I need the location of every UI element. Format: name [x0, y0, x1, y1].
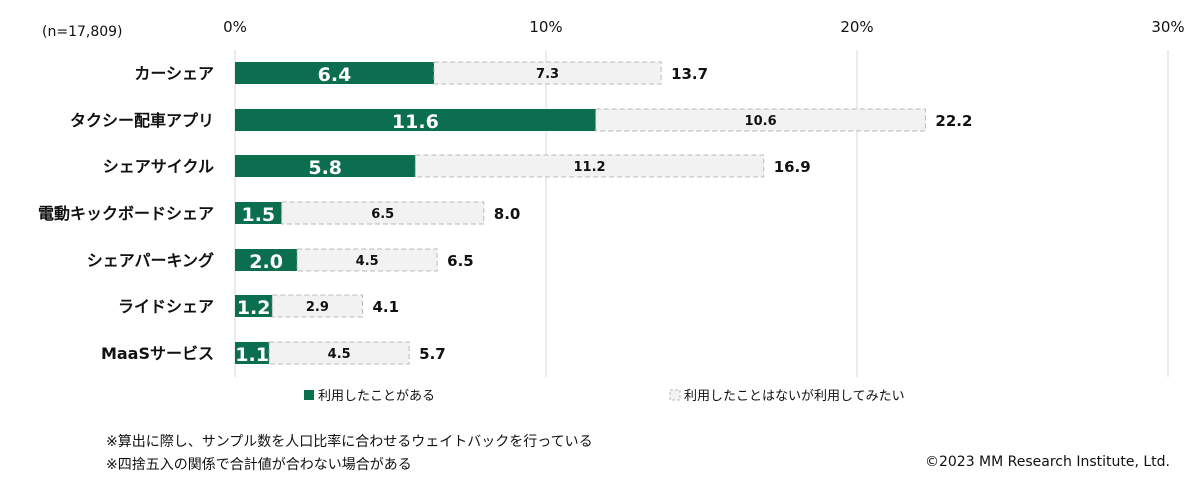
bar-used [235, 295, 273, 317]
legend-label-want: 利用したことはないが利用してみたい [684, 389, 905, 404]
copyright: ©2023 MM Research Institute, Ltd. [924, 454, 1170, 470]
bar-want [268, 341, 410, 365]
legend-swatch-want [669, 389, 681, 401]
bar-used [235, 62, 435, 84]
bar-used [235, 109, 596, 131]
value-label-total: 22.2 [935, 112, 972, 130]
sample-size-label: (n=17,809) [42, 24, 123, 40]
value-label-want: 4.5 [328, 347, 351, 362]
bar-want [271, 294, 364, 318]
value-label-want: 10.6 [745, 114, 777, 129]
bars: 6.4 7.3 13.7 11.6 10.6 22.2 5.8 11.2 16.9 1.5 6.5 8… [235, 61, 972, 366]
bar-used [235, 249, 298, 271]
bar-used [235, 202, 282, 224]
category-label: タクシー配車アプリ [70, 111, 214, 130]
bar-want [595, 108, 926, 132]
x-tick-label: 10% [529, 18, 562, 36]
bar-want [414, 154, 765, 178]
value-label-total: 16.9 [774, 158, 811, 176]
value-label-used: 5.8 [308, 157, 342, 179]
value-label-want: 2.9 [306, 300, 329, 315]
value-label-used: 11.6 [392, 111, 439, 133]
value-label-total: 13.7 [671, 65, 708, 83]
bar-want [296, 248, 438, 272]
legend: 利用したことがある 利用したことはないが利用してみたい [304, 389, 905, 404]
note-rounding: ※四捨五入の関係で合計値が合わない場合がある [106, 457, 412, 473]
value-label-want: 6.5 [371, 207, 394, 222]
legend-swatch-used [304, 390, 314, 400]
bar-want [281, 201, 485, 225]
value-label-used: 6.4 [318, 64, 352, 86]
value-label-want: 4.5 [356, 254, 379, 269]
category-label: MaaSサービス [101, 344, 214, 363]
value-label-used: 1.2 [237, 297, 271, 319]
x-tick-label: 0% [223, 18, 247, 36]
category-label: シェアパーキング [87, 251, 214, 270]
value-label-total: 6.5 [447, 252, 474, 270]
category-label: 電動キックボードシェア [38, 204, 214, 223]
x-tick-label: 30% [1151, 18, 1184, 36]
bar-used [235, 342, 270, 364]
x-axis-ticks: 0% 10% 20% 30% [223, 18, 1185, 36]
value-label-want: 7.3 [536, 67, 559, 82]
category-label: カーシェア [134, 64, 214, 83]
value-label-total: 8.0 [494, 205, 521, 223]
value-label-used: 1.1 [235, 344, 269, 366]
value-label-total: 4.1 [373, 298, 400, 316]
category-label: シェアサイクル [103, 157, 214, 176]
category-labels: カーシェアタクシー配車アプリシェアサイクル電動キックボードシェアシェアパーキング… [38, 64, 214, 363]
category-label: ライドシェア [118, 297, 214, 316]
bar-used [235, 155, 416, 177]
x-tick-label: 20% [840, 18, 873, 36]
bar-want [433, 61, 662, 85]
value-label-used: 2.0 [249, 251, 283, 273]
value-label-want: 11.2 [574, 160, 606, 175]
value-label-used: 1.5 [241, 204, 275, 226]
note-weighting: ※算出に際し、サンプル数を人口比率に合わせるウェイトバックを行っている [106, 434, 593, 450]
legend-label-used: 利用したことがある [318, 389, 435, 404]
value-label-total: 5.7 [419, 345, 446, 363]
